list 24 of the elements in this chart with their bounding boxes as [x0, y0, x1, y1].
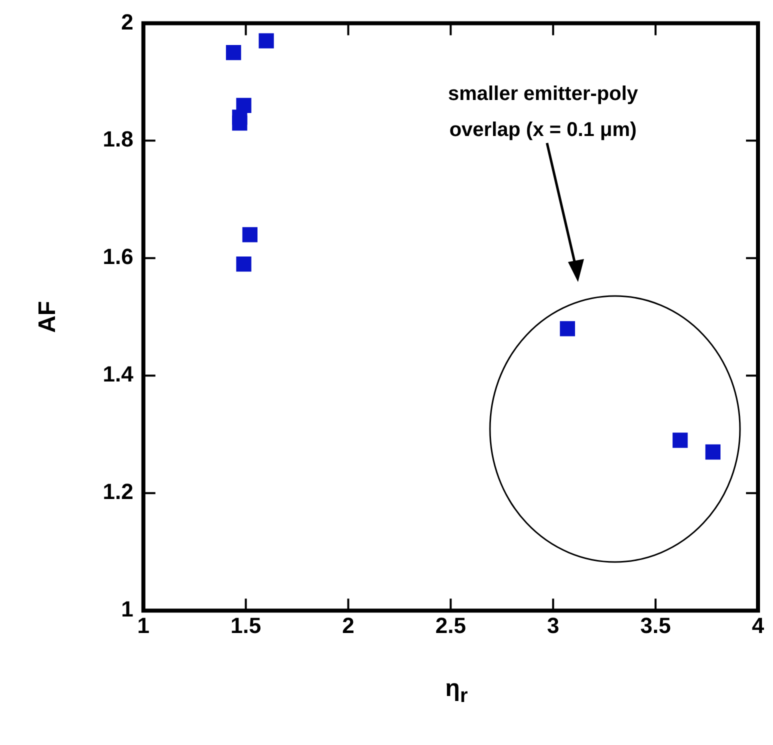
point — [232, 115, 248, 131]
point — [226, 45, 242, 60]
y-tick-label: 1.8 — [102, 126, 134, 152]
x-tick-label: 1.5 — [230, 612, 262, 638]
point — [258, 33, 274, 48]
point — [242, 227, 258, 242]
x-tick-label: 3.5 — [640, 612, 671, 638]
x-tick-label: 4 — [752, 612, 765, 638]
y-axis-title: AF — [34, 300, 62, 333]
x-tick-label: 2.5 — [435, 612, 466, 638]
y-tick-label: 1.2 — [102, 479, 134, 504]
y-tick-label: 2 — [121, 9, 134, 34]
point — [705, 444, 720, 460]
point — [672, 432, 688, 448]
y-tick-label: 1 — [121, 596, 134, 622]
x-axis-title: η$_{r}$ — [444, 675, 469, 708]
point — [236, 256, 252, 272]
x-tick-label: 2 — [342, 612, 354, 638]
x-tick-label: 3 — [547, 612, 560, 638]
annotation: smaller emitter-poly overlap (x = 0.1 μm) — [446, 82, 640, 143]
x-tick-label: 1 — [137, 612, 150, 638]
y-tick-label: 1.6 — [102, 244, 134, 270]
y-tick-label: 1.4 — [102, 362, 134, 387]
point — [560, 321, 576, 336]
